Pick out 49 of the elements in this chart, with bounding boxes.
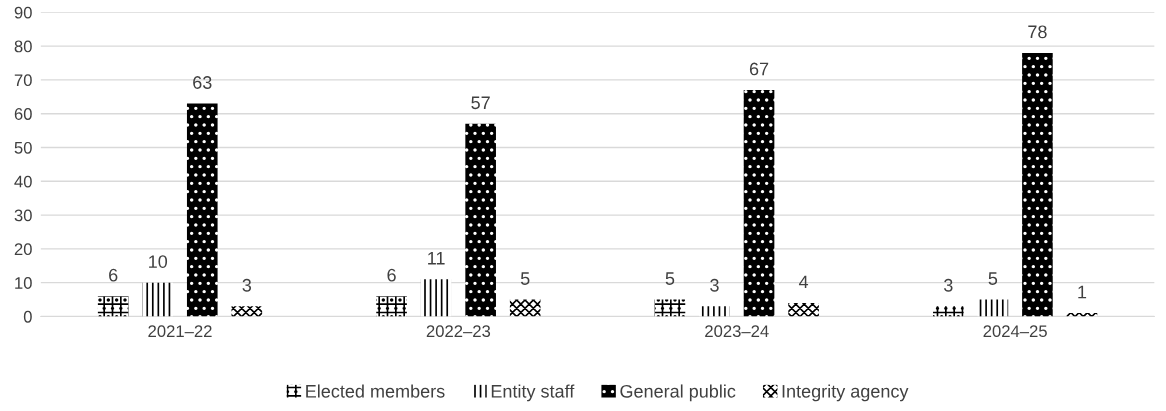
bar [654,299,686,317]
bar [231,306,263,317]
data-label: 6 [109,268,118,282]
legend-label: Integrity agency [782,384,909,402]
y-tick-label: 20 [14,243,32,256]
y-tick-label: 80 [14,40,32,53]
y-tick-label: 40 [14,175,32,188]
data-label: 1 [1078,285,1087,299]
data-label: 67 [749,62,769,76]
x-tick-label: 2022–23 [426,325,491,338]
bar [743,90,775,317]
y-tick-label: 70 [14,74,32,87]
y-tick-label: 50 [14,141,32,154]
bar [1022,52,1053,317]
bar [788,302,819,317]
y-tick-label: 90 [14,6,32,19]
data-label: 3 [710,278,719,292]
bar [420,279,452,317]
data-label: 6 [387,268,396,282]
legend-label: Elected members [306,384,445,398]
data-label: 11 [428,252,445,265]
data-label: 3 [944,278,953,292]
data-label: 57 [471,96,490,110]
data-label: 4 [798,275,809,289]
bar [186,103,218,317]
data-label: 63 [193,76,212,89]
bar [97,296,129,317]
legend-label: Entity staff [491,384,575,402]
legend-label: General public [620,384,736,402]
bar [699,306,730,317]
y-tick-label: 0 [23,310,32,323]
bar [142,282,174,317]
bar [376,296,407,317]
data-label: 3 [242,278,252,292]
bar [977,299,1009,317]
x-tick-label: 2023–24 [705,325,769,338]
x-tick-label: 2021–22 [148,325,212,338]
data-label: 10 [149,255,168,268]
y-tick-label: 60 [14,108,32,120]
data-label: 78 [1028,25,1047,39]
y-tick-label: 30 [14,209,32,222]
data-label: 5 [520,272,530,285]
bar [933,306,964,317]
bar [465,123,496,317]
x-tick-label: 2024–25 [983,325,1047,338]
data-label: 5 [988,272,998,285]
data-label: 5 [665,272,675,285]
bar [509,299,541,317]
y-tick-label: 10 [15,277,32,289]
